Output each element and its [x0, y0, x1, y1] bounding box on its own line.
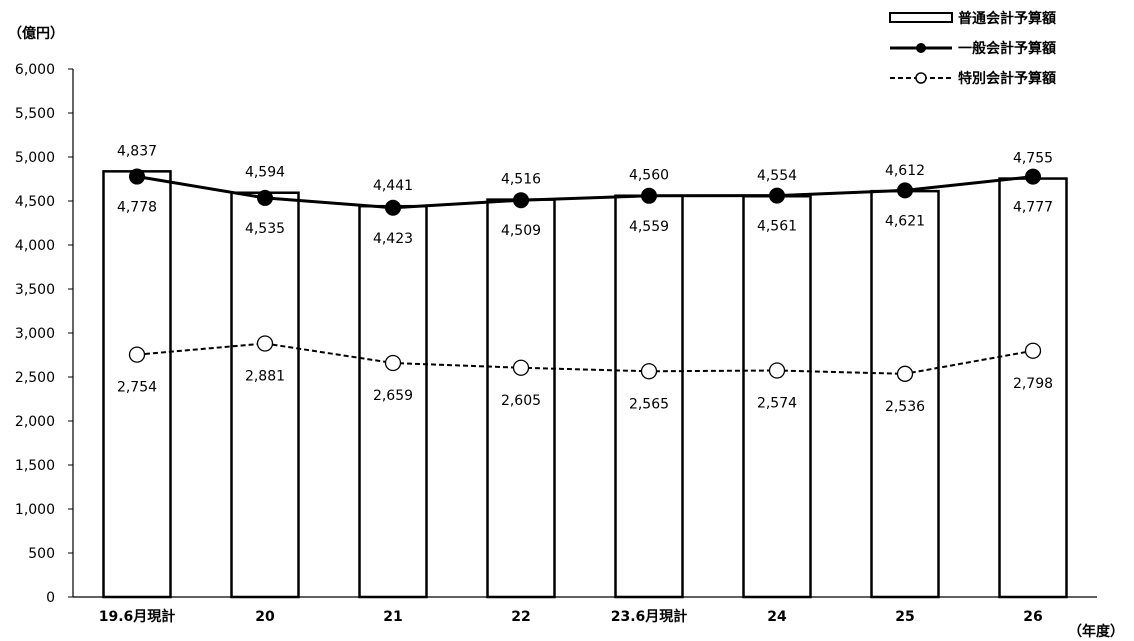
y-tick-label: 2,000	[15, 414, 55, 430]
y-tick-label: 2,500	[15, 370, 55, 386]
bar-value-label: 4,755	[1013, 151, 1053, 167]
special-value-label: 2,605	[501, 393, 541, 409]
legend-label-special: 特別会計予算額	[958, 70, 1056, 87]
y-tick-label: 3,500	[15, 282, 55, 298]
special-account-line	[128, 335, 1042, 382]
general-account-line	[129, 168, 1041, 216]
special-point	[256, 335, 274, 352]
x-tick-label: 22	[511, 609, 530, 625]
general-value-label: 4,509	[501, 223, 541, 239]
legend-open-marker	[915, 72, 927, 84]
special-point	[384, 354, 402, 372]
y-tick-label: 1,000	[15, 502, 55, 518]
x-tick-label: 25	[895, 609, 914, 625]
general-value-label: 4,559	[629, 219, 669, 235]
bar-value-label: 4,560	[629, 168, 669, 184]
bar	[230, 191, 300, 599]
general-point	[641, 187, 657, 204]
bar	[870, 189, 940, 599]
y-tick-label: 6,000	[15, 62, 55, 78]
bar	[614, 194, 684, 599]
bar-value-label: 4,837	[117, 143, 157, 159]
y-axis-ticks: 0 500 1,000 1,500 2,000 2,500 3,000 3,500 4,000 4…	[15, 62, 73, 606]
special-line-path	[136, 342, 1034, 375]
y-tick-label: 3,000	[15, 326, 55, 342]
special-point	[1024, 342, 1042, 359]
legend-label-general: 一般会計予算額	[958, 40, 1056, 57]
y-tick-label: 500	[28, 546, 55, 562]
bar-value-label: 4,594	[245, 165, 285, 181]
general-value-label: 4,621	[885, 213, 925, 229]
special-value-label: 2,754	[117, 380, 157, 396]
special-point	[640, 363, 658, 380]
bars-series	[102, 170, 1068, 599]
special-value-label: 2,659	[373, 388, 413, 404]
x-axis-unit: （年度）	[1068, 623, 1124, 640]
legend-label-ordinary: 普通会計予算額	[958, 10, 1056, 27]
bar-value-label: 4,554	[757, 168, 797, 184]
x-tick-label: 24	[767, 609, 787, 625]
y-tick-label: 1,500	[15, 458, 55, 474]
legend-filled-marker	[916, 43, 926, 53]
legend: 普通会計予算額 一般会計予算額 特別会計予算額	[889, 10, 1056, 87]
special-value-label: 2,798	[1013, 376, 1053, 392]
general-point	[513, 192, 529, 209]
general-point	[385, 199, 401, 216]
general-point	[1025, 168, 1041, 185]
general-point	[769, 187, 785, 204]
x-tick-label: 20	[255, 609, 275, 625]
special-value-label: 2,881	[245, 368, 285, 384]
special-point	[512, 359, 530, 376]
bar-value-label: 4,516	[501, 172, 541, 188]
bar-value-label: 4,612	[885, 163, 925, 179]
x-tick-label: 26	[1023, 609, 1042, 625]
x-axis-ticks: 19.6月現計 20 21 22 23.6月現計 24 25 26	[99, 608, 1043, 625]
general-value-label: 4,561	[757, 219, 797, 235]
legend-bar-swatch	[889, 12, 953, 23]
data-labels: 4,837 4,594 4,441 4,516 4,560 4,554 4,612 4,755…	[117, 143, 1053, 414]
y-tick-label: 0	[46, 590, 55, 606]
general-value-label: 4,423	[373, 231, 413, 247]
x-tick-label: 23.6月現計	[611, 608, 688, 625]
y-axis-unit: （億円）	[8, 25, 64, 42]
special-value-label: 2,574	[757, 395, 797, 411]
special-value-label: 2,536	[885, 399, 925, 415]
axes	[72, 69, 1097, 598]
bar	[102, 170, 172, 599]
special-point	[128, 346, 146, 363]
y-tick-label: 4,500	[15, 194, 55, 210]
general-point	[897, 182, 913, 199]
bar	[998, 177, 1068, 599]
general-line-path	[136, 175, 1034, 210]
special-value-label: 2,565	[629, 396, 669, 412]
y-tick-label: 5,000	[15, 150, 55, 166]
x-tick-label: 19.6月現計	[99, 608, 176, 625]
y-tick-label: 5,500	[15, 106, 55, 122]
special-point	[896, 365, 914, 382]
general-value-label: 4,535	[245, 221, 285, 237]
special-point	[768, 362, 786, 379]
general-point	[257, 189, 273, 206]
general-value-label: 4,778	[117, 200, 157, 216]
general-value-label: 4,777	[1013, 200, 1053, 216]
x-tick-label: 21	[383, 609, 402, 625]
bar	[358, 204, 428, 599]
y-tick-label: 4,000	[15, 238, 55, 254]
bar-value-label: 4,441	[373, 178, 413, 194]
general-point	[129, 168, 145, 185]
